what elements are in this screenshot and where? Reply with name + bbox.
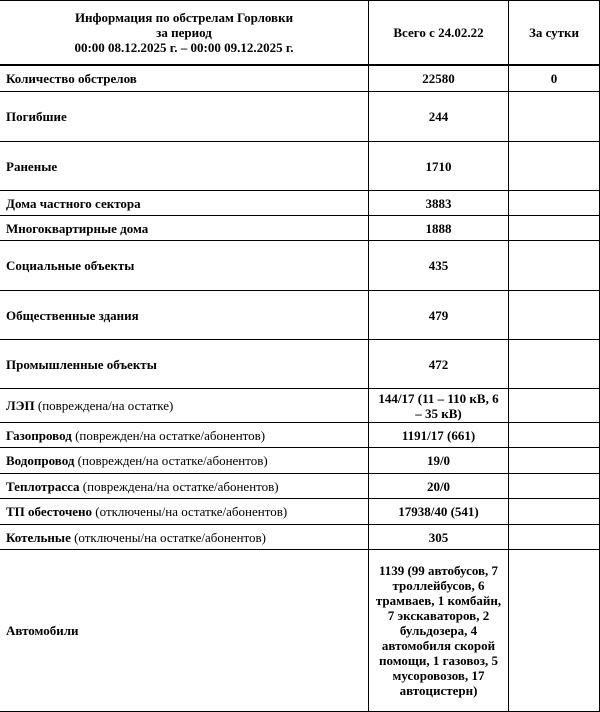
table-row: Количество обстрелов 22580 0 [0,65,600,92]
row-label: Социальные объекты [6,258,135,273]
table-row: Раненые 1710 [0,141,600,191]
row-total: 20/0 [368,473,509,499]
table-row: Многоквартирные дома 1888 [0,215,600,241]
row-label-cell: Дома частного сектора [0,190,369,216]
row-total: 19/0 [368,447,509,474]
row-day [508,240,600,291]
table-row: Котельные (отключены/на остатке/абоненто… [0,524,600,550]
header-day: За сутки [508,0,600,65]
table-row: Промышленные объекты 472 [0,339,600,389]
row-day [508,388,600,423]
row-label-cell: Многоквартирные дома [0,215,369,241]
row-label-cell: Водопровод (поврежден/на остатке/абонент… [0,447,369,474]
row-label-cell: Количество обстрелов [0,65,369,92]
table-row: Теплотрасса (повреждена/на остатке/абоне… [0,473,600,499]
title-line: за период [156,25,212,40]
row-total: 479 [368,290,509,340]
row-note: (поврежден/на остатке/абонентов) [71,427,266,443]
row-label: ТП обесточено [6,504,93,519]
row-day [508,91,600,142]
row-label-cell: Общественные здания [0,290,369,340]
row-note: (повреждена/на остатке/абонентов) [79,478,279,494]
row-total: 435 [368,240,509,291]
row-day [508,190,600,216]
row-day [508,447,600,474]
row-label-cell: ЛЭП (повреждена/на остатке) [0,388,369,423]
row-label-cell: Газопровод (поврежден/на остатке/абонент… [0,422,369,448]
row-total: 1191/17 (661) [368,422,509,448]
row-total: 144/17 (11 – 110 кВ, 6 – 35 кВ) [368,388,509,423]
row-day [508,549,600,712]
table-body: Количество обстрелов 22580 0 Погибшие 244… [0,65,600,712]
row-day [508,473,600,499]
row-label: Дома частного сектора [6,195,141,211]
row-label: Общественные здания [6,307,139,323]
row-total: 17938/40 (541) [368,498,509,525]
row-label-cell: Теплотрасса (повреждена/на остатке/абоне… [0,473,369,499]
row-day [508,290,600,340]
row-day [508,422,600,448]
row-label-cell: Промышленные объекты [0,339,369,389]
row-label-cell: Автомобили [0,549,369,712]
row-total: 1888 [368,215,509,241]
table-row: Водопровод (поврежден/на остатке/абонент… [0,447,600,474]
row-label: Раненые [6,158,58,174]
row-total: 305 [368,524,509,550]
row-label: Автомобили [6,623,79,638]
row-day [508,524,600,550]
row-label-cell: Социальные объекты [0,240,369,291]
row-total: 1710 [368,141,509,191]
row-day: 0 [508,65,600,92]
row-day [508,215,600,241]
row-total: 244 [368,91,509,142]
row-note: (отключены/на остатке/абонентов) [70,529,267,545]
table-row: Автомобили 1139 (99 автобусов, 7 троллей… [0,549,600,712]
row-label: Промышленные объекты [6,356,157,372]
row-day [508,339,600,389]
table-row: Газопровод (поврежден/на остатке/абонент… [0,422,600,448]
row-label: Количество обстрелов [6,71,137,86]
table-row: Общественные здания 479 [0,290,600,340]
row-total: 22580 [368,65,509,92]
header-title: Информация по обстрелам Горловки за пери… [0,0,369,65]
row-label: Теплотрасса [6,478,80,494]
title-line: Информация по обстрелам Горловки [74,10,294,25]
row-label: Погибшие [6,109,67,124]
row-note: (отключены/на остатке/абонентов) [92,504,288,519]
row-label-cell: ТП обесточено (отключены/на остатке/абон… [0,498,369,525]
row-day [508,498,600,525]
row-total: 472 [368,339,509,389]
header-total: Всего с 24.02.22 [368,0,509,65]
row-total: 1139 (99 автобусов, 7 троллейбусов, 6 тр… [368,549,509,712]
row-label: Водопровод [6,453,75,468]
row-note: (поврежден/на остатке/абонентов) [74,453,268,468]
row-label: Котельные [6,529,71,545]
header-row: Информация по обстрелам Горловки за пери… [0,0,600,65]
row-label-cell: Котельные (отключены/на остатке/абоненто… [0,524,369,550]
table-row: Погибшие 244 [0,91,600,142]
shelling-stats-table: Информация по обстрелам Горловки за пери… [0,0,600,65]
row-total: 3883 [368,190,509,216]
table-row: ТП обесточено (отключены/на остатке/абон… [0,498,600,525]
row-label: Многоквартирные дома [6,220,149,236]
row-label-cell: Раненые [0,141,369,191]
row-note: (повреждена/на остатке) [34,398,174,413]
title-line: 00:00 08.12.2025 г. – 00:00 09.12.2025 г… [74,40,294,55]
row-label: Газопровод [6,427,72,443]
row-label: ЛЭП [6,398,35,413]
row-label-cell: Погибшие [0,91,369,142]
row-day [508,141,600,191]
table-row: Социальные объекты 435 [0,240,600,291]
table-row: ЛЭП (повреждена/на остатке) 144/17 (11 –… [0,388,600,423]
table-row: Дома частного сектора 3883 [0,190,600,216]
